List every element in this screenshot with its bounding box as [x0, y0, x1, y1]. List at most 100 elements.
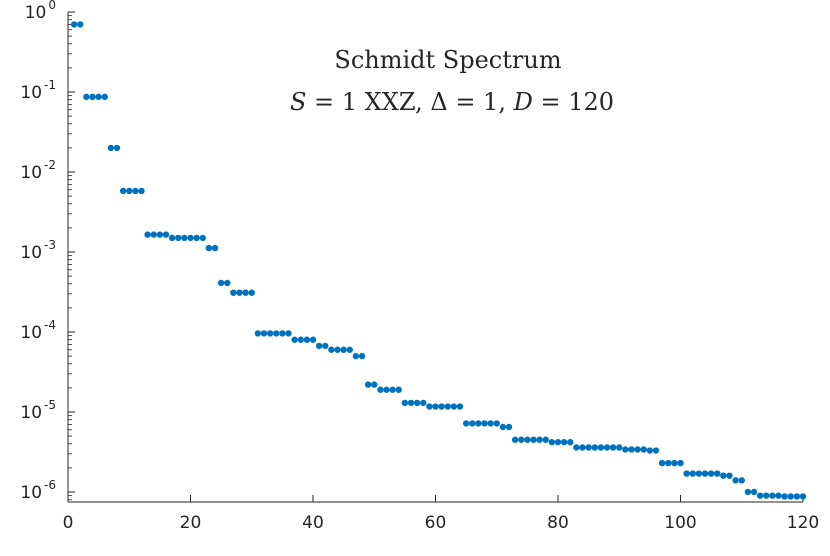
data-point: [426, 403, 433, 410]
data-point: [775, 492, 782, 499]
data-point: [732, 477, 739, 484]
y-tick-label: 10 -6: [20, 478, 56, 503]
data-point: [420, 399, 427, 407]
data-point: [756, 492, 764, 499]
data-point: [763, 492, 770, 499]
chart-title: Schmidt Spectrum: [334, 46, 561, 74]
data-point: [83, 93, 90, 101]
data-point: [652, 447, 660, 454]
data-point: [150, 231, 157, 238]
data-point: [279, 330, 286, 337]
y-tick-label: 10 -4: [20, 318, 56, 343]
data-point: [395, 386, 402, 393]
data-point: [77, 21, 84, 28]
data-point: [211, 244, 219, 252]
data-point: [548, 438, 556, 446]
data-point: [181, 234, 188, 242]
x-tick-label: 0: [63, 513, 74, 533]
data-point: [475, 420, 482, 427]
data-point: [107, 144, 115, 152]
data-point: [462, 420, 470, 427]
data-point: [138, 187, 145, 195]
data-points: [70, 21, 807, 500]
data-point: [242, 289, 249, 296]
y-tick-label: 10 0: [25, 0, 56, 23]
data-point: [530, 436, 537, 443]
data-point: [352, 352, 360, 360]
data-point: [297, 336, 304, 343]
data-point: [505, 423, 513, 431]
data-point: [438, 403, 445, 410]
data-point: [677, 459, 684, 467]
data-point: [701, 470, 709, 477]
data-point: [628, 446, 635, 453]
data-point: [518, 436, 525, 443]
data-point: [707, 470, 715, 477]
data-point: [248, 289, 255, 296]
data-point: [720, 472, 727, 479]
data-point: [236, 289, 243, 296]
data-point: [493, 420, 500, 427]
x-tick-label: 80: [547, 513, 569, 533]
data-point: [622, 446, 629, 453]
data-point: [665, 459, 672, 467]
data-point: [224, 279, 231, 287]
x-tick-label: 100: [664, 513, 696, 533]
data-point: [609, 444, 617, 451]
y-tick-label: 10 -1: [20, 78, 56, 103]
x-tick-label: 40: [302, 513, 324, 533]
data-point: [89, 93, 96, 101]
data-point: [738, 477, 745, 484]
data-point: [328, 346, 335, 353]
data-point: [481, 420, 488, 427]
data-point: [260, 330, 268, 337]
data-point: [401, 399, 409, 407]
data-point: [456, 403, 464, 410]
data-point: [511, 436, 519, 443]
data-point: [407, 399, 415, 407]
data-point: [358, 352, 366, 360]
data-point: [322, 342, 329, 350]
data-point: [769, 492, 776, 499]
data-point: [499, 423, 507, 431]
data-point: [334, 346, 341, 353]
data-point: [695, 470, 703, 477]
y-tick-label: 10 -5: [20, 398, 56, 423]
data-point: [119, 187, 127, 195]
data-point: [340, 346, 347, 353]
data-point: [266, 330, 274, 337]
x-tick-label: 120: [787, 513, 819, 533]
data-point: [383, 386, 390, 393]
data-point: [726, 472, 733, 479]
data-point: [567, 438, 574, 446]
data-point: [683, 470, 690, 477]
data-point: [193, 234, 200, 242]
data-point: [432, 403, 439, 410]
data-point: [714, 470, 721, 477]
data-point: [658, 459, 666, 467]
data-point: [793, 493, 801, 500]
data-point: [101, 93, 108, 101]
data-point: [199, 234, 206, 242]
data-point: [573, 444, 580, 451]
x-tick-label: 20: [180, 513, 202, 533]
data-point: [291, 336, 298, 343]
data-point: [285, 330, 292, 337]
data-point: [554, 438, 562, 446]
data-point: [646, 447, 654, 454]
data-point: [560, 438, 568, 446]
data-point: [542, 436, 549, 443]
data-point: [744, 488, 752, 496]
data-point: [126, 187, 133, 195]
data-point: [187, 234, 194, 242]
data-point: [640, 446, 647, 453]
data-point: [346, 346, 353, 353]
data-point: [70, 21, 78, 28]
data-point: [364, 381, 372, 388]
data-point: [156, 231, 164, 238]
data-point: [162, 231, 170, 238]
data-point: [413, 399, 421, 407]
